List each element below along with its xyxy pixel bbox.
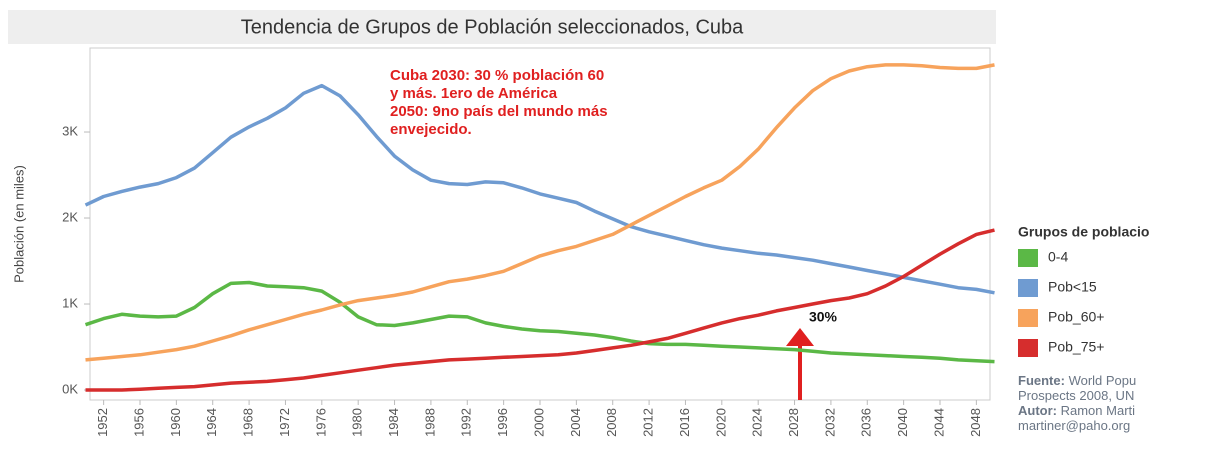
x-tick-label: 2028 xyxy=(786,408,801,437)
series-line xyxy=(85,63,995,362)
y-axis-label: Población (en miles) xyxy=(11,165,26,283)
x-tick-label: 1976 xyxy=(313,408,328,437)
x-tick-label: 2036 xyxy=(859,408,874,437)
legend-label: Pob<15 xyxy=(1048,279,1097,295)
x-tick-label: 2004 xyxy=(568,408,583,437)
arrow xyxy=(786,328,814,400)
source-part: Ramon Marti xyxy=(1057,403,1135,418)
legend-swatch xyxy=(1018,309,1038,327)
x-tick-label: 2024 xyxy=(750,408,765,437)
y-tick-label: 2K xyxy=(62,209,78,224)
chart-title: Tendencia de Grupos de Población selecci… xyxy=(241,16,744,38)
x-tick-label: 2044 xyxy=(931,408,946,437)
source-part: World Popu xyxy=(1065,373,1136,388)
x-tick-label: 1956 xyxy=(131,408,146,437)
legend-label: Pob_75+ xyxy=(1048,339,1104,355)
source-part: martiner@paho.org xyxy=(1018,418,1130,433)
annotation-line: Cuba 2030: 30 % población 60 xyxy=(390,67,604,84)
legend-swatch xyxy=(1018,339,1038,357)
x-tick-label: 1980 xyxy=(350,408,365,437)
title-bar xyxy=(8,10,996,44)
x-tick-label: 1972 xyxy=(277,408,292,437)
x-tick-label: 2032 xyxy=(822,408,837,437)
x-tick-label: 1960 xyxy=(168,408,183,437)
x-tick-label: 1988 xyxy=(422,408,437,437)
legend-swatch xyxy=(1018,279,1038,297)
x-tick-label: 1968 xyxy=(241,408,256,437)
x-tick-label: 2020 xyxy=(713,408,728,437)
source-line: Autor: Ramon Marti xyxy=(1018,403,1135,418)
source-line: Fuente: World Popu xyxy=(1018,373,1136,388)
x-tick-label: 1952 xyxy=(95,408,110,437)
annotation-line: y más. 1ero de América xyxy=(390,85,558,102)
x-tick-label: 1964 xyxy=(204,408,219,437)
legend-label: 0-4 xyxy=(1048,249,1068,265)
source-part: Autor: xyxy=(1018,403,1057,418)
x-tick-label: 2048 xyxy=(968,408,983,437)
x-tick-label: 2000 xyxy=(531,408,546,437)
source-line: martiner@paho.org xyxy=(1018,418,1130,433)
series-line xyxy=(85,228,995,392)
annotation: Cuba 2030: 30 % población 60 y más. 1ero… xyxy=(390,67,608,138)
source-part: Prospects 2008, UN xyxy=(1018,388,1134,403)
series-line xyxy=(84,280,995,364)
x-tick-label: 1992 xyxy=(459,408,474,437)
series-line xyxy=(84,83,995,295)
y-tick-label: 0K xyxy=(62,381,78,396)
legend-title: Grupos de poblacio xyxy=(1018,224,1149,240)
legend-label: Pob_60+ xyxy=(1048,309,1104,325)
x-tick-label: 2008 xyxy=(604,408,619,437)
source-part: Fuente: xyxy=(1018,373,1065,388)
annotation-line: envejecido. xyxy=(390,121,472,138)
y-tick-label: 1K xyxy=(62,295,78,310)
x-tick-label: 2040 xyxy=(895,408,910,437)
x-tick-label: 2016 xyxy=(677,408,692,437)
x-tick-label: 1996 xyxy=(495,408,510,437)
source-line: Prospects 2008, UN xyxy=(1018,388,1134,403)
legend-swatch xyxy=(1018,249,1038,267)
arrow-label: 30% xyxy=(809,309,838,325)
x-tick-label: 1984 xyxy=(386,408,401,437)
annotation-line: 2050: 9no país del mundo más xyxy=(390,103,608,120)
arrow-head xyxy=(786,328,814,346)
y-tick-label: 3K xyxy=(62,123,78,138)
x-tick-label: 2012 xyxy=(641,408,656,437)
